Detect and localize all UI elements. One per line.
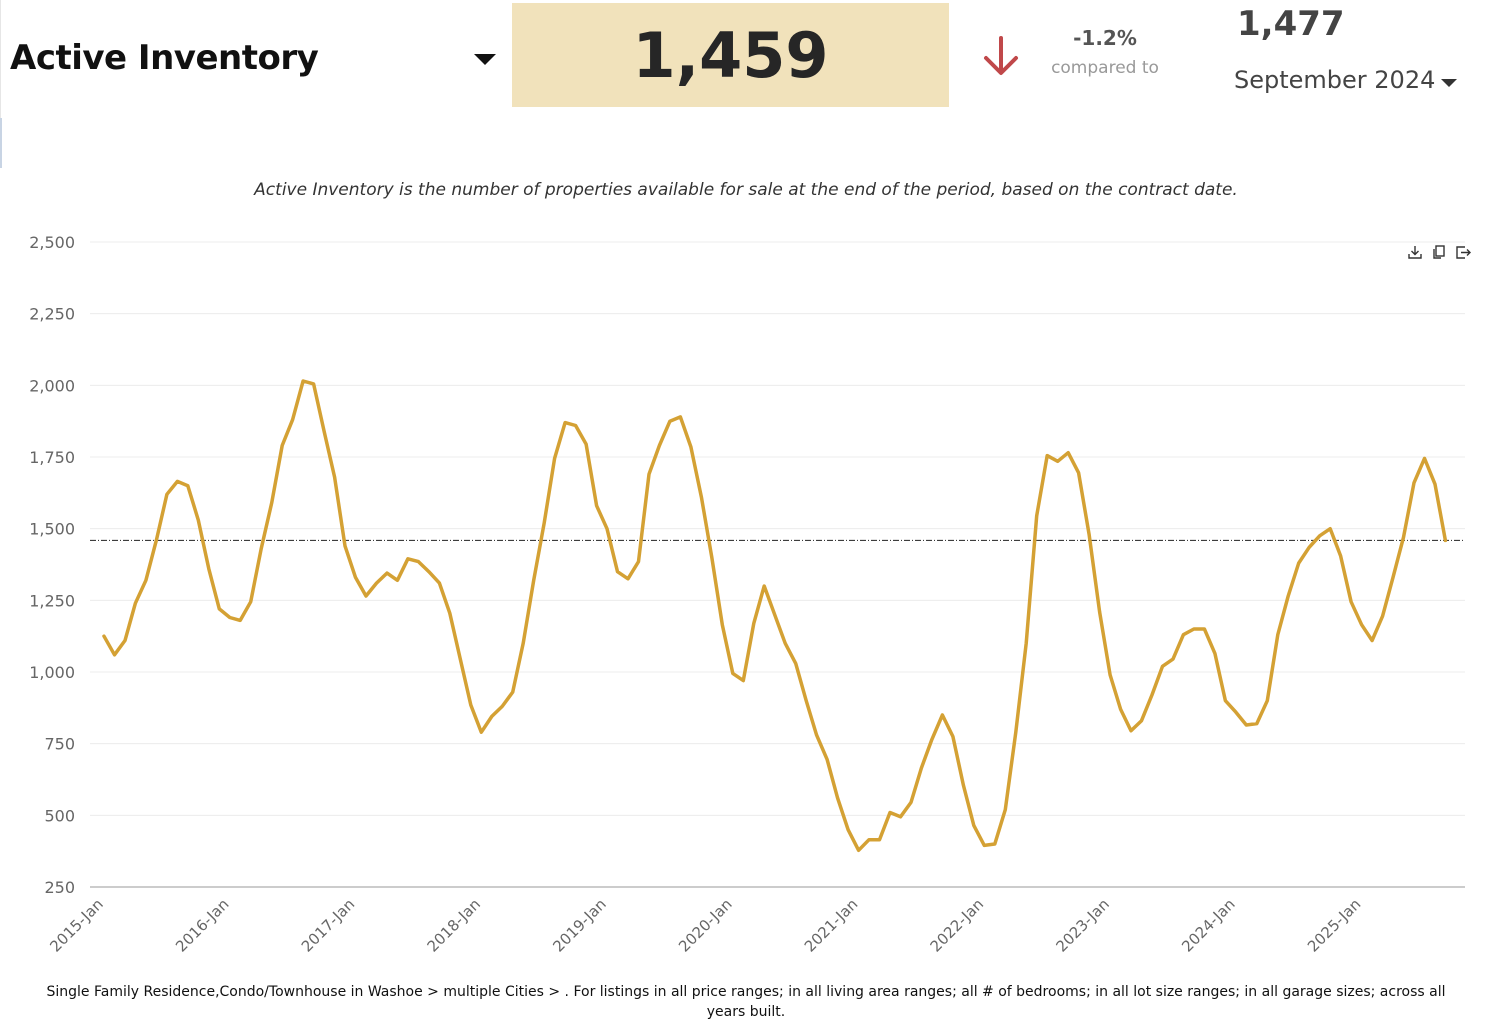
x-tick-label: 2024-Jan [1178, 895, 1238, 955]
compared-to-label: compared to [1051, 58, 1159, 78]
x-tick-label: 2021-Jan [801, 895, 861, 955]
y-tick-label: 1,750 [29, 448, 75, 467]
summary-header: Active Inventory 1,459 -1.2% compared to… [0, 0, 1492, 120]
compare-period-dropdown[interactable]: September 2024 [1234, 66, 1436, 94]
change-percent: -1.2% [1073, 26, 1137, 50]
x-tick-label: 2018-Jan [424, 895, 484, 955]
download-icon[interactable] [1406, 243, 1424, 261]
x-tick-label: 2017-Jan [298, 895, 358, 955]
y-tick-label: 2,250 [29, 305, 75, 324]
chart-description: Active Inventory is the number of proper… [254, 180, 1238, 200]
y-tick-label: 250 [44, 878, 75, 897]
arrow-down-icon [984, 36, 1018, 75]
chevron-down-icon[interactable] [1441, 79, 1457, 87]
y-tick-label: 1,000 [29, 663, 75, 682]
line-chart: 250 500 750 1,000 1,250 1,500 1,750 2,000 2,250 2… [29, 233, 1465, 956]
compare-value: 1,477 [1237, 4, 1345, 44]
filter-footnote: Single Family Residence,Condo/Townhouse … [46, 984, 1446, 1020]
y-tick-label: 2,000 [29, 376, 75, 395]
header-left-border [0, 0, 1, 120]
export-icon[interactable] [1454, 243, 1472, 261]
copy-icon[interactable] [1430, 243, 1448, 261]
series-line [102, 379, 1448, 853]
x-tick-label: 2019-Jan [549, 895, 609, 955]
x-tick-label: 2020-Jan [675, 895, 735, 955]
panel-edge [0, 118, 2, 168]
y-tick-label: 1,250 [29, 591, 75, 610]
x-tick-label: 2015-Jan [46, 895, 106, 955]
current-value-box: 1,459 [512, 3, 949, 107]
x-tick-label: 2023-Jan [1052, 895, 1112, 955]
y-tick-label: 500 [44, 806, 75, 825]
metric-dropdown[interactable]: Active Inventory [10, 38, 319, 78]
current-value: 1,459 [632, 18, 829, 92]
y-tick-label: 750 [44, 735, 75, 754]
y-tick-label: 2,500 [29, 233, 75, 252]
x-tick-label: 2022-Jan [927, 895, 987, 955]
x-tick-label: 2025-Jan [1304, 895, 1364, 955]
chevron-down-icon[interactable] [474, 54, 496, 65]
x-tick-label: 2016-Jan [172, 895, 232, 955]
y-tick-label: 1,500 [29, 520, 75, 539]
